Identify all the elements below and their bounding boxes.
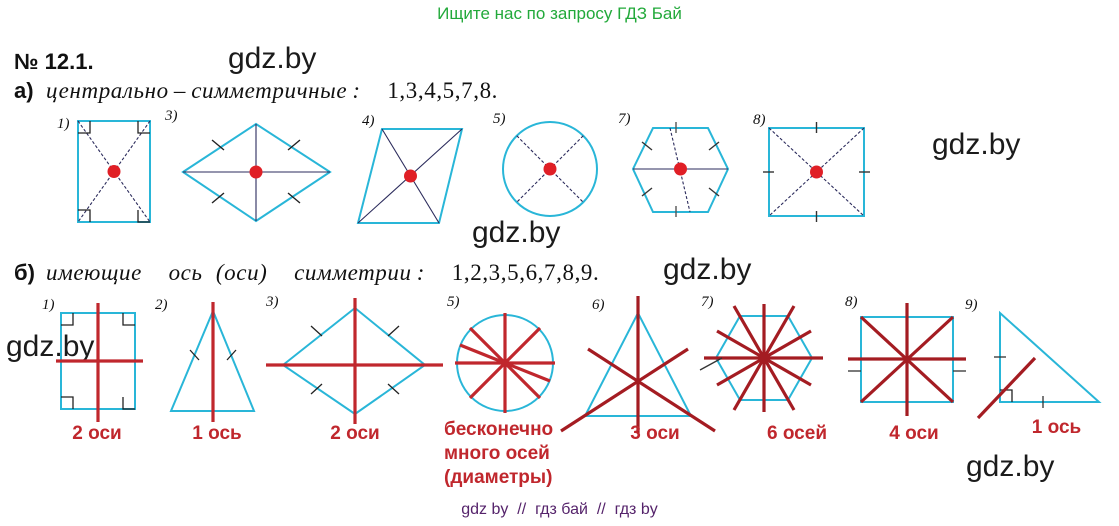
svg-text:8): 8) — [753, 112, 766, 128]
svg-text:5): 5) — [493, 111, 506, 127]
svg-text:7): 7) — [701, 294, 714, 310]
svg-text:3): 3) — [164, 108, 178, 124]
svg-text:2): 2) — [155, 297, 168, 313]
svg-text:4): 4) — [362, 113, 375, 129]
svg-text:1): 1) — [42, 297, 55, 313]
svg-text:5): 5) — [447, 294, 460, 310]
svg-text:3): 3) — [265, 294, 279, 310]
svg-text:6): 6) — [592, 297, 605, 313]
svg-text:8): 8) — [845, 294, 858, 310]
svg-text:1): 1) — [57, 116, 70, 132]
svg-text:7): 7) — [618, 111, 631, 127]
svg-text:9): 9) — [965, 297, 978, 313]
